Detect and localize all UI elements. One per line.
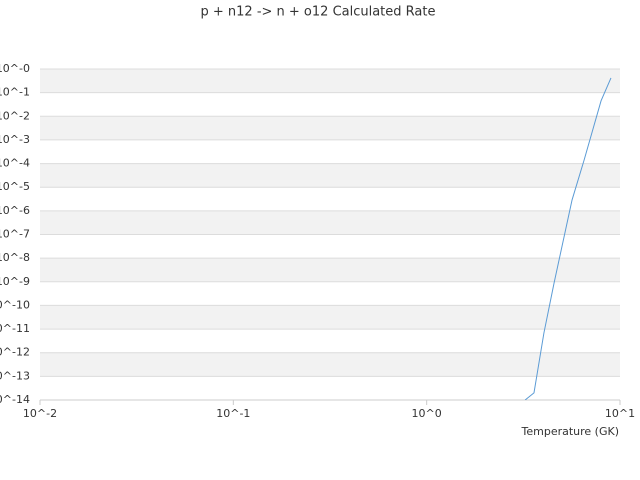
y-tick-label: 10^-7 — [0, 228, 30, 241]
grid-band — [40, 163, 620, 188]
chart-title: p + n12 -> n + o12 Calculated Rate — [201, 5, 436, 20]
x-tick-label: 10^-1 — [216, 407, 250, 420]
x-axis-label: Temperature (GK) — [521, 425, 620, 438]
grid-band — [40, 69, 620, 93]
y-tick-label: 10^-9 — [0, 275, 30, 288]
y-tick-label: 10^-14 — [0, 393, 30, 406]
y-tick-label: 10^-0 — [0, 62, 30, 75]
y-tick-label: 10^-10 — [0, 298, 30, 311]
grid-band — [40, 305, 620, 330]
y-tick-label: 10^-11 — [0, 322, 30, 335]
grid-band — [40, 210, 620, 235]
y-tick-label: 10^-13 — [0, 369, 30, 382]
x-tick-label: 10^0 — [412, 407, 442, 420]
y-tick-label: 10^-1 — [0, 86, 30, 99]
data-line — [524, 77, 612, 400]
y-tick-label: 10^-5 — [0, 180, 30, 193]
y-tick-label: 10^-2 — [0, 109, 30, 122]
grid-band — [40, 116, 620, 140]
y-tick-label: 10^-4 — [0, 157, 30, 170]
y-tick-label: 10^-3 — [0, 133, 30, 146]
grid-band — [40, 258, 620, 282]
y-tick-label: 10^-8 — [0, 251, 30, 264]
x-tick-label: 10^-2 — [23, 407, 57, 420]
x-tick-label: 10^1 — [605, 407, 635, 420]
grid-band — [40, 352, 620, 377]
y-tick-label: 10^-12 — [0, 346, 30, 359]
y-tick-label: 10^-6 — [0, 204, 30, 217]
